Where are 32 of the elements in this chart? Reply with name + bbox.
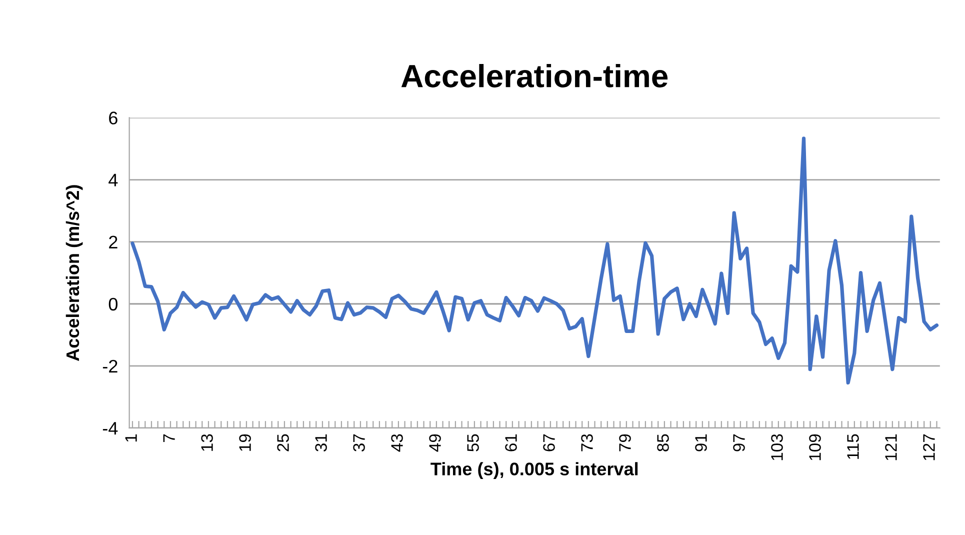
x-tick-label: 1	[125, 434, 137, 442]
x-tick-label: 19	[239, 434, 251, 451]
y-axis-title: Acceleration (m/s^2)	[66, 185, 83, 361]
x-tick-label: 115	[847, 434, 859, 459]
y-tick-label: -2	[102, 360, 118, 372]
x-tick-label: 97	[733, 434, 745, 452]
y-tick-label: -4	[102, 422, 118, 435]
chart-title: Acceleration-time	[401, 64, 668, 88]
x-tick-label: 79	[619, 434, 631, 452]
y-tick-label: 4	[108, 174, 118, 186]
x-tick-label: 127	[923, 434, 935, 460]
y-tick-label: 0	[108, 298, 118, 311]
x-tick-label: 43	[391, 434, 403, 452]
x-tick-label: 103	[771, 434, 783, 460]
x-axis-title: Time (s), 0.005 s interval	[430, 462, 638, 479]
x-tick-label: 67	[543, 434, 555, 452]
x-tick-label: 121	[885, 434, 897, 460]
x-tick-label: 109	[809, 434, 821, 460]
x-tick-label: 49	[429, 434, 441, 452]
x-tick-label: 55	[467, 434, 479, 452]
x-tick-label: 13	[201, 434, 213, 451]
y-tick-label: 6	[109, 112, 118, 124]
x-tick-label: 85	[657, 434, 669, 452]
line-series	[130, 136, 939, 384]
x-tick-label: 61	[505, 434, 517, 452]
x-tick-label: 25	[277, 434, 289, 452]
x-tick-label: 37	[353, 434, 365, 452]
x-tick-label: 7	[163, 434, 175, 442]
x-tick-label: 31	[315, 434, 327, 452]
x-tick-label: 73	[581, 434, 593, 452]
y-tick-label: 2	[109, 236, 118, 248]
x-tick-label: 91	[695, 434, 707, 452]
